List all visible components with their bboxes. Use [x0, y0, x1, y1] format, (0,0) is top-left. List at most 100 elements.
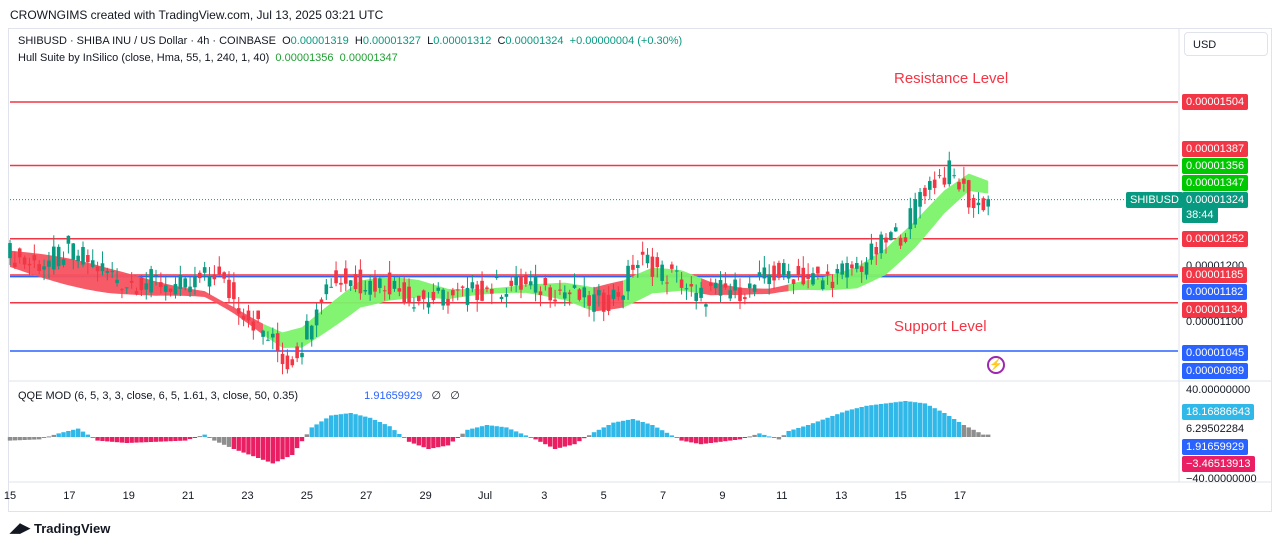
- candle-body: [563, 292, 567, 299]
- candle-body: [363, 290, 368, 292]
- qqe-bar: [46, 436, 52, 438]
- candle-body: [154, 275, 158, 277]
- qqe-bar: [256, 437, 261, 458]
- qqe-bar: [966, 427, 971, 437]
- x-tick-label: 15: [894, 490, 907, 502]
- qqe-bar: [221, 437, 227, 445]
- qqe-bar: [518, 433, 524, 437]
- qqe-bar: [961, 425, 967, 437]
- created-by-note: CROWNGIMS created with TradingView.com, …: [10, 8, 384, 22]
- candle-body: [27, 263, 32, 266]
- candle-body: [528, 281, 533, 286]
- legend-indicator[interactable]: Hull Suite by InSilico (close, Hma, 55, …: [18, 52, 270, 64]
- candle-body: [348, 280, 353, 287]
- candle-body: [32, 255, 37, 261]
- candle-body: [105, 270, 110, 273]
- candle-body: [125, 287, 129, 289]
- candle-body: [275, 333, 280, 351]
- candle-body: [806, 274, 810, 279]
- candle-body: [952, 175, 956, 177]
- qqe-bar: [825, 417, 830, 437]
- candle-body: [470, 282, 475, 289]
- price-tag-989: 0.00000989: [1182, 363, 1249, 379]
- candle-body: [382, 290, 387, 292]
- candle-body: [816, 266, 820, 274]
- candle-body: [631, 264, 635, 270]
- candle-body: [198, 272, 202, 279]
- qqe-bar: [294, 437, 300, 449]
- qqe-bar: [732, 437, 738, 440]
- x-tick-label: 15: [3, 490, 17, 502]
- candle-body: [874, 247, 879, 255]
- qqe-bar: [183, 437, 188, 441]
- candle-body: [752, 284, 757, 292]
- qqe-bar: [942, 413, 947, 437]
- qqe-tick-6: 6.29502284: [1186, 423, 1245, 435]
- currency-button[interactable]: USD: [1184, 32, 1268, 56]
- qqe-bar: [562, 437, 567, 447]
- qqe-bar: [436, 437, 441, 448]
- candle-body: [509, 280, 514, 286]
- qqe-bar: [572, 437, 577, 445]
- qqe-bar: [260, 437, 266, 460]
- qqe-bar: [197, 436, 202, 438]
- candle-body: [139, 277, 144, 291]
- qqe-bar: [582, 437, 587, 439]
- qqe-bar: [976, 432, 981, 437]
- candle-body: [90, 260, 95, 267]
- candle-body: [519, 276, 523, 290]
- qqe-bar: [61, 432, 66, 437]
- qqe-bar: [737, 437, 743, 440]
- price-tag-1045: 0.00001045: [1182, 345, 1249, 361]
- qqe-bar: [124, 437, 129, 443]
- candle-body: [723, 283, 728, 288]
- candle-body: [743, 297, 747, 300]
- qqe-bar: [757, 433, 762, 437]
- candle-body: [8, 243, 12, 259]
- qqe-bar: [406, 437, 412, 442]
- price-tick-1100: 0.00001100: [1186, 316, 1244, 328]
- legend-qqe[interactable]: QQE MOD (6, 5, 3, 3, close, 6, 5, 1.61, …: [18, 390, 299, 402]
- candle-body: [918, 192, 922, 207]
- x-tick-label: 17: [953, 490, 967, 502]
- candle-body: [397, 288, 402, 292]
- qqe-bar: [178, 437, 183, 441]
- qqe-bar: [465, 429, 470, 437]
- candle-body: [22, 257, 27, 265]
- qqe-bar: [903, 401, 908, 437]
- legend-symbol[interactable]: SHIBUSD · SHIBA INU / US Dollar · 4h · C…: [18, 35, 276, 47]
- candle-body: [66, 235, 71, 244]
- qqe-bar: [509, 429, 514, 437]
- qqe-bar: [290, 437, 295, 455]
- qqe-bar: [285, 437, 290, 458]
- x-tick-label: 5: [600, 490, 607, 502]
- candle-body: [869, 243, 874, 260]
- candle-body: [426, 302, 431, 308]
- qqe-bar: [114, 437, 120, 443]
- tradingview-logo[interactable]: ◢▶ TradingView: [10, 520, 110, 536]
- candle-body: [928, 181, 932, 190]
- candle-body: [514, 276, 518, 286]
- qqe-bar: [494, 426, 499, 437]
- candle-body: [811, 273, 815, 285]
- candle-body: [947, 160, 952, 185]
- legend-row-symbol: SHIBUSD · SHIBA INU / US Dollar · 4h · C…: [18, 35, 682, 47]
- candle-body: [280, 353, 285, 365]
- candle-body: [236, 308, 241, 314]
- candle-body: [256, 310, 260, 319]
- qqe-bar: [280, 437, 285, 460]
- qqe-bar: [85, 434, 91, 437]
- lightning-icon[interactable]: ⚡: [987, 356, 1005, 374]
- qqe-bar: [66, 431, 71, 437]
- x-tick-label: 29: [419, 490, 432, 502]
- candle-body: [95, 266, 100, 272]
- candle-body: [747, 283, 752, 289]
- qqe-bar: [455, 437, 460, 438]
- qqe-tag-1: 1.91659929: [1182, 439, 1249, 455]
- candle-body: [271, 333, 275, 338]
- qqe-bar: [728, 437, 733, 441]
- qqe-bar: [883, 403, 889, 437]
- candle-body: [202, 267, 207, 273]
- qqe-bar: [37, 437, 42, 440]
